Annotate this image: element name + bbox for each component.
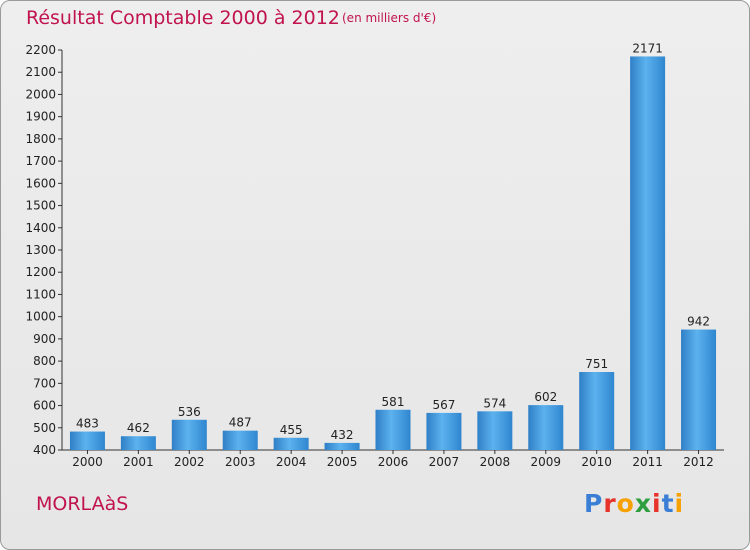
y-tick-label: 400: [33, 443, 56, 457]
y-tick-label: 1800: [25, 132, 56, 146]
y-tick-label: 900: [33, 332, 56, 346]
bar: [681, 329, 717, 450]
logo-letter: i: [674, 489, 685, 518]
data-label: 581: [382, 395, 405, 409]
x-tick-label: 2002: [174, 455, 205, 469]
y-tick-label: 1000: [25, 310, 56, 324]
data-label: 536: [178, 405, 201, 419]
data-label: 432: [331, 428, 354, 442]
data-label: 483: [76, 417, 99, 431]
y-tick-label: 1500: [25, 199, 56, 213]
x-tick-label: 2009: [530, 455, 561, 469]
bar: [579, 372, 615, 450]
y-tick-label: 1400: [25, 221, 56, 235]
x-tick-label: 2003: [225, 455, 256, 469]
proxiti-logo: Proxiti: [584, 489, 684, 518]
bars: 483 462 536 487 455 432 581 567 574 602 751 2171 942: [69, 41, 717, 450]
x-tick-label: 2005: [327, 455, 358, 469]
bar: [528, 405, 564, 450]
bar: [324, 442, 360, 450]
bar: [375, 409, 411, 450]
y-tick-label: 1700: [25, 154, 56, 168]
data-label: 462: [127, 421, 150, 435]
y-tick-label: 1100: [25, 287, 56, 301]
y-tick-label: 800: [33, 354, 56, 368]
data-label: 942: [687, 315, 710, 329]
y-tick-label: 2200: [25, 43, 56, 57]
x-tick-label: 2010: [581, 455, 612, 469]
bar: [69, 431, 105, 450]
x-tick-label: 2012: [683, 455, 714, 469]
axes: 400 500 600 700 800 900 1000 1100 1200 1300 1400 15…: [25, 43, 724, 469]
logo-letter: t: [661, 489, 675, 518]
bar: [477, 411, 513, 450]
bar: [171, 419, 207, 450]
y-tick-label: 1900: [25, 110, 56, 124]
bar: [120, 436, 156, 450]
bar: [426, 412, 462, 450]
x-tick-label: 2008: [480, 455, 511, 469]
data-label: 2171: [632, 41, 663, 55]
data-label: 455: [280, 423, 303, 437]
data-label: 567: [432, 398, 455, 412]
chart-title: Résultat Comptable 2000 à 2012: [26, 7, 340, 29]
y-tick-label: 1200: [25, 265, 56, 279]
y-tick-label: 600: [33, 399, 56, 413]
data-label: 574: [483, 396, 506, 410]
logo-letter: r: [603, 489, 617, 518]
x-tick-label: 2000: [72, 455, 103, 469]
data-label: 602: [534, 390, 557, 404]
bar: [273, 437, 309, 450]
logo-letter: P: [584, 489, 604, 518]
data-label: 751: [585, 357, 608, 371]
x-tick-label: 2007: [429, 455, 460, 469]
chart-subtitle: (en milliers d'€): [342, 11, 437, 25]
commune-name: MORLAàS: [36, 493, 129, 515]
x-tick-label: 2001: [123, 455, 154, 469]
logo-letter: i: [652, 489, 662, 518]
bar: [630, 56, 666, 450]
y-tick-label: 1600: [25, 176, 56, 190]
x-tick-label: 2011: [632, 455, 663, 469]
y-tick-label: 700: [33, 376, 56, 390]
x-tick-label: 2004: [276, 455, 307, 469]
y-tick-label: 1300: [25, 243, 56, 257]
y-tick-label: 500: [33, 421, 56, 435]
data-label: 487: [229, 416, 252, 430]
x-tick-label: 2006: [378, 455, 409, 469]
logo-letter: o: [616, 489, 635, 518]
y-tick-label: 2100: [25, 65, 56, 79]
logo-letter: x: [634, 489, 652, 518]
y-tick-label: 2000: [25, 87, 56, 101]
bar: [222, 430, 258, 450]
